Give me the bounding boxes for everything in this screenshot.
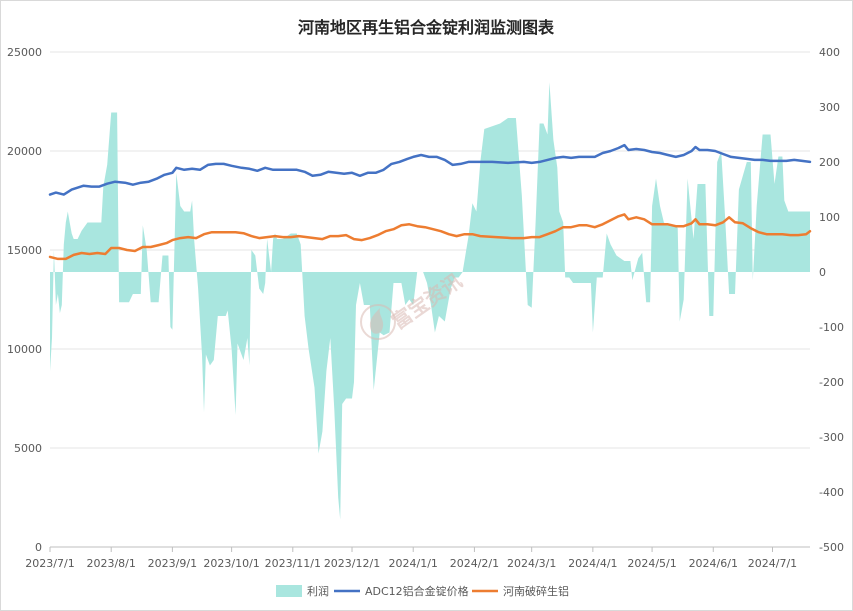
series-line-1 — [48, 143, 812, 196]
right-axis-tick-label: -500 — [819, 541, 844, 554]
right-axis-tick-label: 0 — [819, 266, 826, 279]
right-axis-tick-label: -400 — [819, 486, 844, 499]
x-axis-tick-label: 2023/7/1 — [25, 557, 74, 570]
x-axis-tick-label: 2024/7/1 — [748, 557, 797, 570]
legend-label-2: ADC12铝合金锭价格 — [365, 584, 469, 598]
x-axis-tick-label: 2024/4/1 — [568, 557, 617, 570]
legend-label-3: 河南破碎生铝 — [503, 584, 569, 598]
x-axis-tick-label: 2024/6/1 — [689, 557, 738, 570]
right-axis-tick-label: 100 — [819, 211, 840, 224]
left-axis-tick-label: 25000 — [7, 46, 42, 59]
x-axis-tick-label: 2024/5/1 — [627, 557, 676, 570]
watermark-logo — [360, 304, 396, 340]
legend-swatch-profit — [276, 585, 302, 597]
legend: 利润 ADC12铝合金锭价格 河南破碎生铝 — [276, 584, 569, 598]
x-axis-tick-label: 2023/8/1 — [86, 557, 135, 570]
x-axis-tick-label: 2024/1/1 — [389, 557, 438, 570]
series-area-profit — [50, 82, 810, 520]
x-axis-tick-label: 2023/11/1 — [265, 557, 321, 570]
profit-area-layer — [50, 82, 810, 520]
price-lines-layer — [48, 143, 812, 261]
right-axis-tick-label: 400 — [819, 46, 840, 59]
left-axis-tick-label: 15000 — [7, 244, 42, 257]
x-axis-tick-label: 2023/10/1 — [203, 557, 259, 570]
right-axis-tick-label: -300 — [819, 431, 844, 444]
chart-title: 河南地区再生铝合金锭利润监测图表 — [298, 18, 555, 37]
right-axis-tick-label: 200 — [819, 156, 840, 169]
axes: 0 5000 10000 15000 20000 25000 -500 -400 -300 -20… — [7, 46, 844, 570]
left-axis-tick-label: 20000 — [7, 145, 42, 158]
x-axis-tick-label: 2024/3/1 — [507, 557, 556, 570]
x-axis-tick-label: 2024/2/1 — [450, 557, 499, 570]
left-axis-tick-label: 0 — [35, 541, 42, 554]
right-axis-tick-label: -100 — [819, 321, 844, 334]
right-axis-tick-label: 300 — [819, 101, 840, 114]
series-line-2 — [48, 213, 812, 261]
x-axis-tick-label: 2023/12/1 — [324, 557, 380, 570]
x-axis-tick-label: 2023/9/1 — [148, 557, 197, 570]
legend-label-1: 利润 — [307, 584, 329, 598]
left-axis-tick-label: 5000 — [14, 442, 42, 455]
left-axis-tick-label: 10000 — [7, 343, 42, 356]
right-axis-tick-label: -200 — [819, 376, 844, 389]
